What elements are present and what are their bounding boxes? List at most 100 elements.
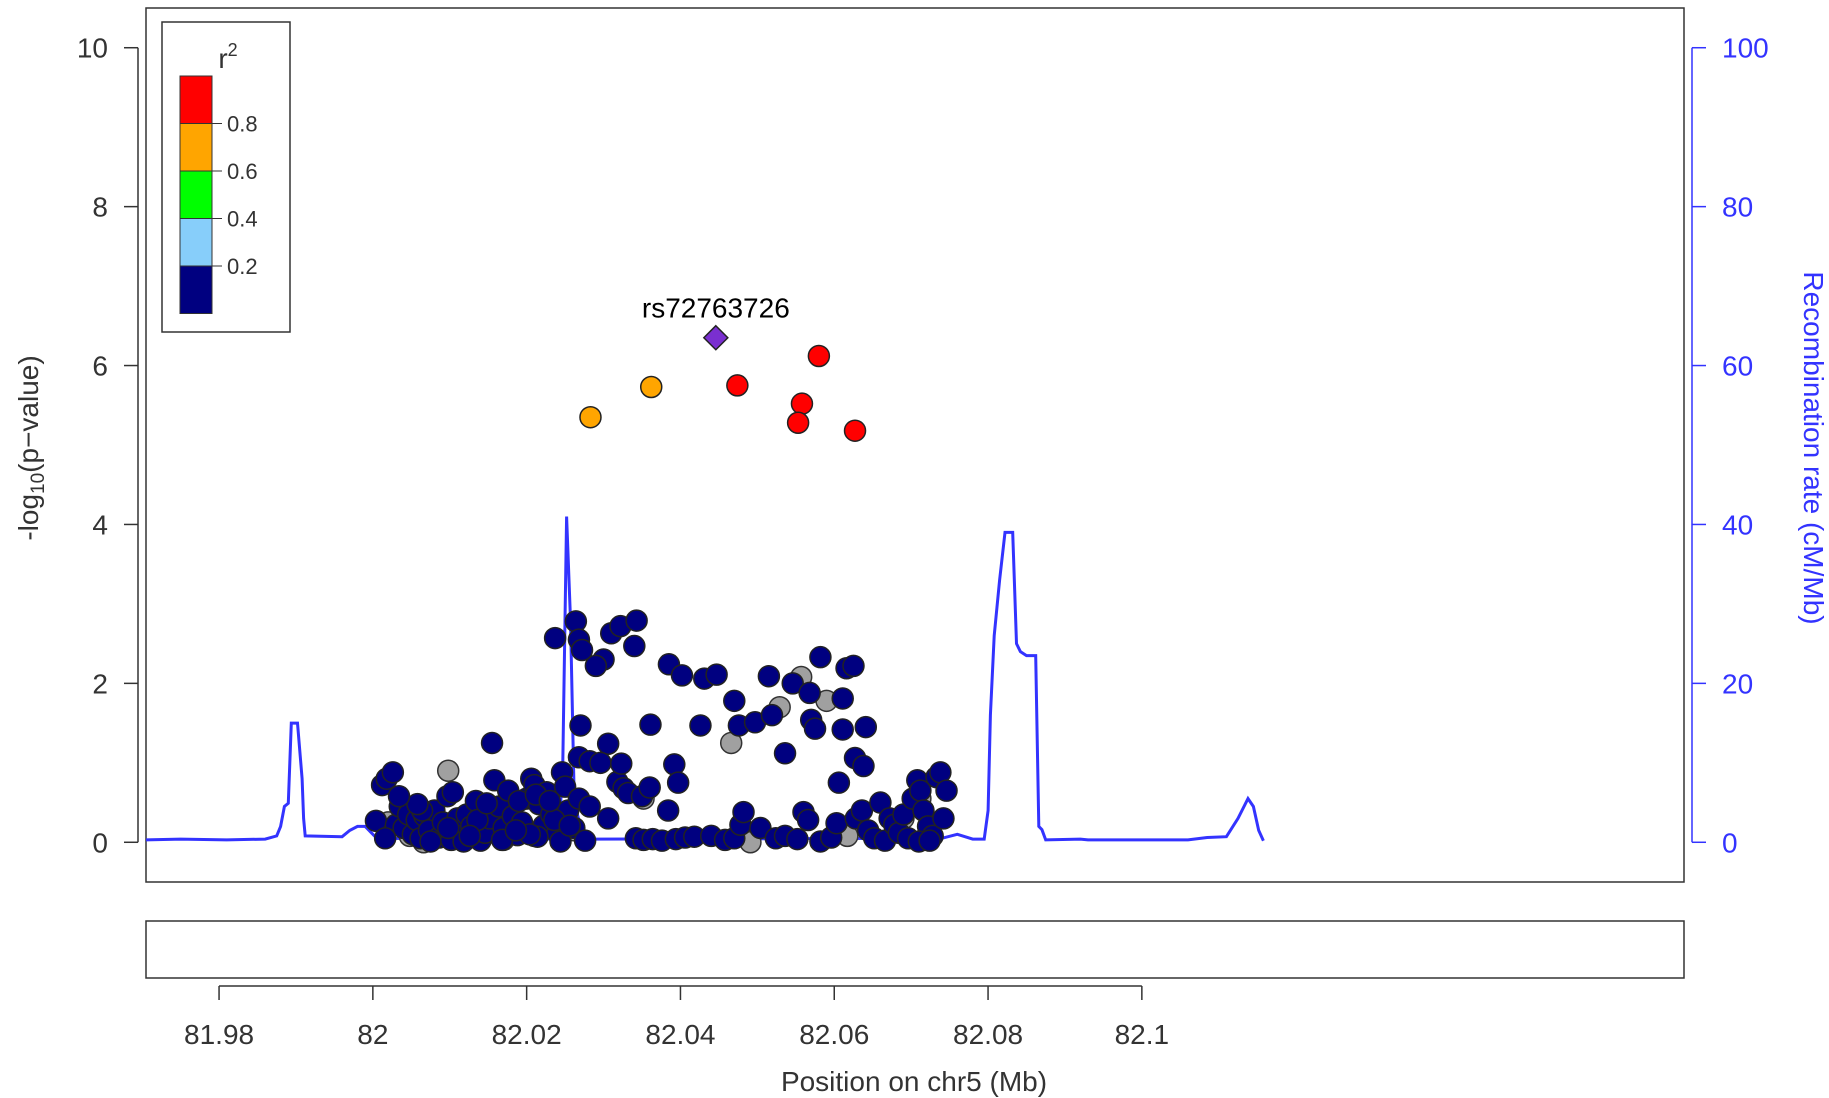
snp-point-low-ld xyxy=(564,610,588,633)
snp-point-low-ld xyxy=(705,663,728,686)
y2-tick-label: 20 xyxy=(1722,668,1753,699)
y-axis-title-subscript: 10 xyxy=(28,473,49,494)
snp-point-low-ld xyxy=(639,713,662,736)
lead-snp-marker xyxy=(702,324,729,351)
snp-point-low-ld xyxy=(781,672,804,695)
y-axis-right: 0 20 40 60 80 100 xyxy=(1691,33,1769,858)
snp-point-low-ld xyxy=(842,654,865,678)
snp-point-low-ld xyxy=(803,717,827,740)
snp-point-high-ld xyxy=(786,411,810,435)
x-tick-label: 82.1 xyxy=(1115,1019,1170,1050)
snp-point-low-ld xyxy=(670,664,694,687)
x-tick-label: 82.06 xyxy=(799,1019,869,1050)
snp-point-low-ld xyxy=(419,830,442,853)
snp-point-low-ld xyxy=(570,638,594,662)
snp-point-low-ld xyxy=(623,634,646,658)
recombination-rate-line-group xyxy=(145,516,1265,842)
snp-point-low-ld xyxy=(381,761,405,784)
legend-bin-swatch xyxy=(179,123,213,172)
snp-point-low-ld xyxy=(932,807,955,830)
snp-point-low-ld xyxy=(760,703,784,727)
snp-point-low-ld xyxy=(475,792,498,815)
legend-bin-swatch xyxy=(179,170,213,219)
gene-track-panel xyxy=(145,920,1685,979)
snp-point-low-ld xyxy=(578,795,601,818)
y-axis-title-tail: (p−value) xyxy=(13,355,44,473)
snp-point-low-ld xyxy=(436,816,460,840)
snp-point-low-ld xyxy=(798,681,821,705)
snp-point-low-ld xyxy=(918,829,941,852)
legend-bin-swatch xyxy=(179,265,213,314)
y-tick-label: 2 xyxy=(92,668,108,699)
snp-point-low-ld xyxy=(584,654,608,678)
snp-point-mid-ld xyxy=(639,375,663,399)
r2-legend: r2 0.8 0.6 0.4 0.2 xyxy=(161,21,291,333)
plot-area xyxy=(145,7,1685,883)
snp-point-low-ld xyxy=(638,776,661,799)
snp-point-low-ld xyxy=(573,829,597,852)
y-tick-label: 0 xyxy=(92,827,108,858)
snp-point-low-ld xyxy=(558,814,581,837)
snp-point-low-ld xyxy=(723,689,746,713)
snp-point-low-ld xyxy=(773,742,797,765)
y2-tick-label: 40 xyxy=(1722,509,1753,540)
snp-point-high-ld xyxy=(790,392,814,415)
snp-point-low-ld xyxy=(831,718,854,741)
snp-point-low-ld xyxy=(663,753,686,776)
x-tick-label: 82.02 xyxy=(492,1019,562,1050)
snp-point-low-ld xyxy=(749,816,772,840)
snp-point-low-ld xyxy=(387,784,411,808)
snp-point-low-ld xyxy=(596,807,620,830)
snp-point-low-ld xyxy=(666,771,690,794)
snp-point-low-ld xyxy=(538,789,561,813)
snp-point-low-ld xyxy=(854,715,878,739)
snp-point-high-ld xyxy=(726,374,749,397)
snp-point-low-ld xyxy=(373,827,397,850)
snp-point-no-ld xyxy=(436,759,460,783)
y-axis-title-main: -log xyxy=(13,494,44,541)
recombination-rate-line xyxy=(145,516,1265,842)
snp-point-low-ld xyxy=(625,609,648,632)
y-tick-label: 4 xyxy=(92,509,108,540)
legend-bin-swatch xyxy=(179,75,213,124)
snp-point-low-ld xyxy=(786,827,809,851)
y2-axis-title: Recombination rate (cM/Mb) xyxy=(1798,271,1829,624)
y-tick-label: 10 xyxy=(77,33,108,64)
x-axis-title: Position on chr5 (Mb) xyxy=(781,1066,1047,1097)
snp-point-mid-ld xyxy=(579,405,602,429)
legend-label: 0.6 xyxy=(227,159,258,184)
x-tick-label: 82.04 xyxy=(645,1019,715,1050)
legend-color-bins: 0.8 0.6 0.4 0.2 xyxy=(179,75,258,314)
snp-point-low-ld xyxy=(656,799,680,822)
snp-point-low-ld xyxy=(831,687,854,710)
snp-point-low-ld xyxy=(827,771,851,794)
snp-point-low-ld xyxy=(504,819,528,842)
snp-point-high-ld xyxy=(843,419,867,442)
snp-point-low-ld xyxy=(689,714,712,737)
snp-point-low-ld xyxy=(589,751,612,775)
snp-point-low-ld xyxy=(569,714,592,737)
y2-tick-label: 60 xyxy=(1722,351,1753,382)
snp-point-low-ld xyxy=(543,626,567,650)
y-axis-title: -log10(p−value) xyxy=(13,355,49,540)
snp-point-low-ld xyxy=(480,731,504,755)
lead-snp-label: rs72763726 xyxy=(642,293,790,324)
x-tick-label: 82 xyxy=(357,1019,388,1050)
snp-point-low-ld xyxy=(732,800,755,824)
snp-point-high-ld xyxy=(807,344,831,368)
snp-point-low-ld xyxy=(441,780,465,804)
x-tick-label: 82.08 xyxy=(953,1019,1023,1050)
snp-point-low-ld xyxy=(458,824,481,848)
snp-point-low-ld xyxy=(757,664,781,688)
legend-label: 0.4 xyxy=(227,207,258,232)
legend-bin-swatch xyxy=(179,218,213,267)
y2-tick-label: 80 xyxy=(1722,192,1753,223)
snp-point-low-ld xyxy=(935,779,958,802)
y2-tick-label: 100 xyxy=(1722,33,1769,64)
snp-point-low-ld xyxy=(825,811,848,835)
y-axis-left: 0 2 4 6 8 10 xyxy=(77,33,139,858)
snp-point-low-ld xyxy=(852,754,875,778)
y2-tick-label: 0 xyxy=(1722,827,1738,858)
snp-points-group xyxy=(364,324,958,854)
